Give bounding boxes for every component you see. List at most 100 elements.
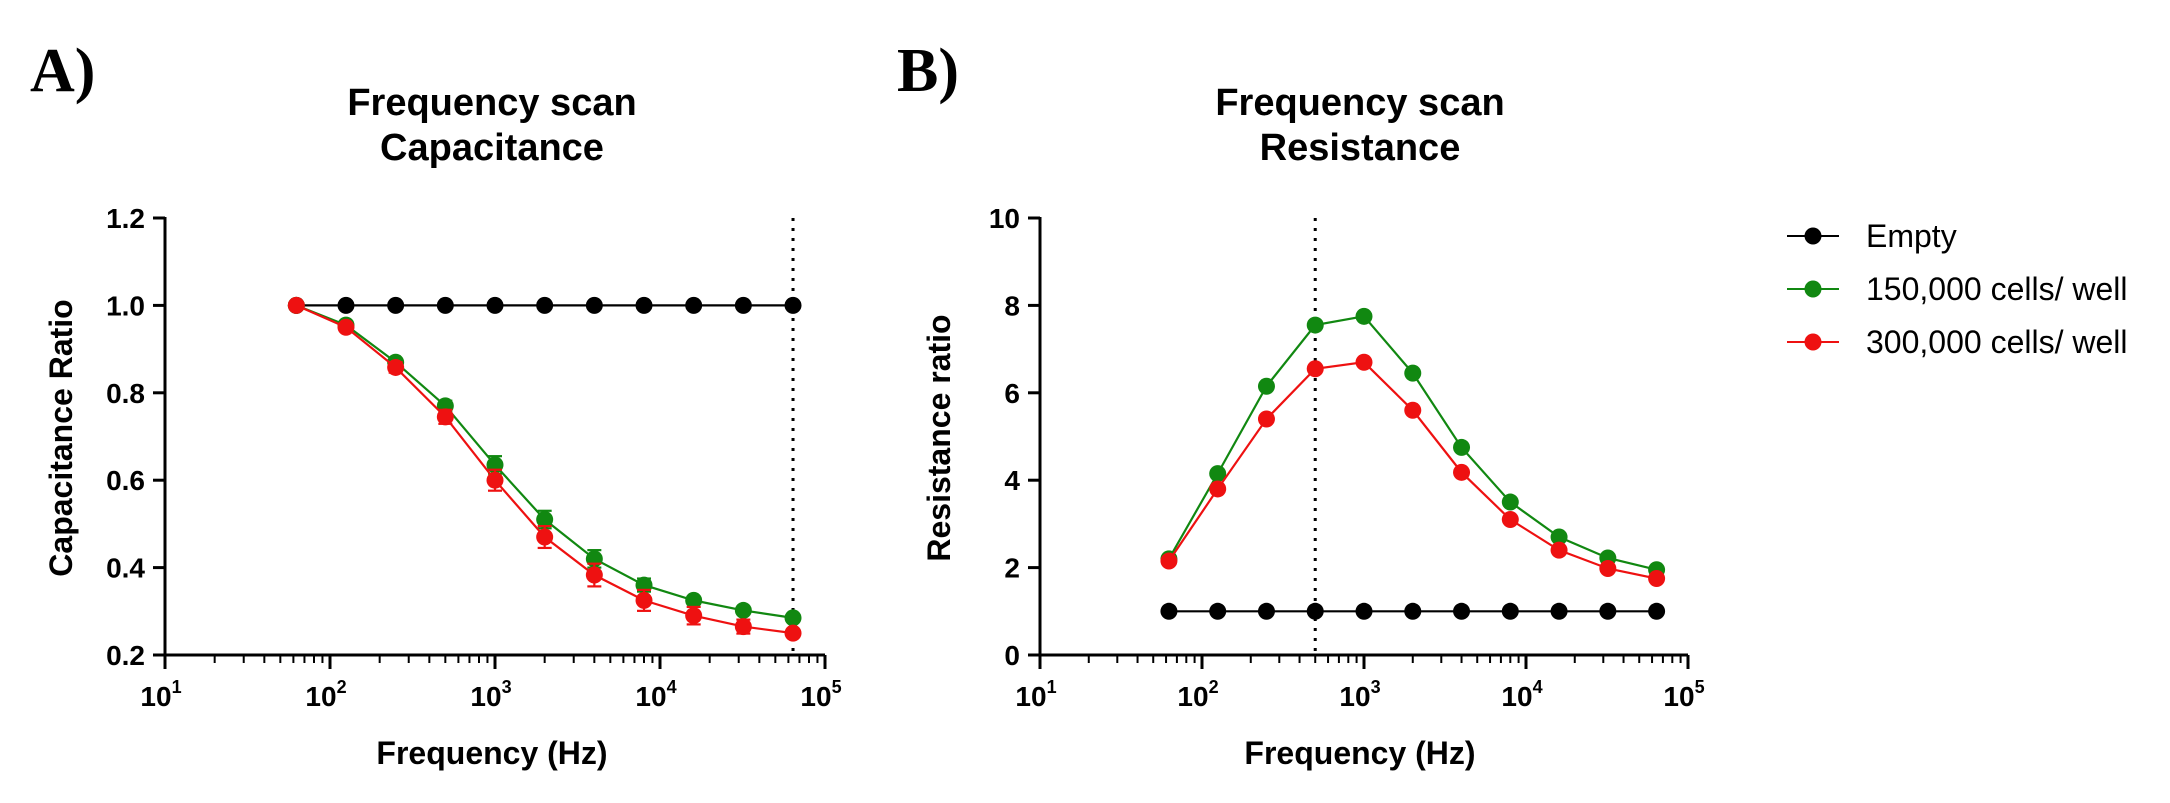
chart-a-series-300-000-cells-well-point	[734, 618, 752, 636]
legend-item-150000: 150,000 cells/ well	[1787, 271, 2127, 307]
legend-marker-empty	[1804, 227, 1822, 245]
chart-b-series-300-000-cells-well	[1160, 353, 1666, 588]
chart-a-x-tick-label: 105	[800, 677, 841, 712]
chart-b-series-300-000-cells-well-point	[1160, 552, 1178, 570]
chart-a-series-150-000-cells-well-point	[734, 601, 752, 619]
chart-b-series-150-000-cells-well-point	[1306, 316, 1324, 334]
chart-b-series-300-000-cells-well-point	[1209, 480, 1227, 498]
chart-b-series-empty	[1160, 602, 1666, 620]
chart-a-series-300-000-cells-well-point	[486, 471, 504, 489]
chart-a-x-tick-base: 10	[800, 681, 831, 712]
chart-b-y-tick-label: 2	[1004, 553, 1020, 584]
panel-b: B) Frequency scan Resistance Frequency (…	[897, 37, 1705, 771]
chart-a-series-empty-point	[585, 296, 603, 314]
chart-a-x-tick-exponent: 4	[667, 677, 677, 697]
chart-a-series-300-000-cells-well-point	[337, 318, 355, 336]
chart-a-title-line-1: Frequency scan	[347, 82, 636, 124]
chart-b-series-300-000-cells-well-point	[1355, 353, 1373, 371]
chart-b-x-tick-exponent: 1	[1047, 677, 1057, 697]
chart-b-series-empty-point	[1160, 602, 1178, 620]
chart-b-y-tick-label: 4	[1004, 465, 1020, 496]
chart-a-y-axis-title: Capacitance Ratio	[43, 299, 79, 576]
chart-a-x-tick-exponent: 5	[832, 677, 842, 697]
chart-a-x-tick-label: 101	[140, 677, 181, 712]
chart-b-x-tick-exponent: 2	[1209, 677, 1219, 697]
chart-a-x-axis-title: Frequency (Hz)	[376, 735, 607, 771]
chart-a-y-tick-label: 0.2	[106, 640, 145, 671]
chart-a-series-empty-point	[387, 296, 405, 314]
legend-label-150000: 150,000 cells/ well	[1866, 271, 2127, 307]
chart-b-series-150-000-cells-well-line	[1167, 315, 1657, 571]
chart-a-x-tick-base: 10	[635, 681, 666, 712]
chart-a-series-300-000-cells-well-point	[387, 358, 405, 376]
chart-a-series-300-000-cells-well-point	[585, 566, 603, 584]
legend-marker-150000	[1804, 280, 1822, 298]
chart-b-series-300-000-cells-well-point	[1648, 570, 1666, 588]
chart-b-x-tick-base: 10	[1339, 681, 1370, 712]
chart-b-series-150-000-cells-well-point	[1404, 364, 1422, 382]
chart-b-y-tick-label: 6	[1004, 378, 1020, 409]
chart-a-x-tick-label: 102	[305, 677, 346, 712]
chart-b-series-empty-point	[1648, 602, 1666, 620]
chart-b-x-tick-base: 10	[1177, 681, 1208, 712]
chart-b-x-tick-label: 105	[1663, 677, 1704, 712]
chart-b-series-empty-point	[1355, 602, 1373, 620]
chart-b-series-150-000-cells-well-point	[1550, 528, 1568, 546]
chart-b-series-150-000-cells-well-point	[1501, 493, 1519, 511]
chart-b-series-empty-point	[1550, 602, 1568, 620]
chart-b-series-300-000-cells-well-point	[1599, 559, 1617, 577]
chart-b-series-150-000-cells-well-point	[1355, 307, 1373, 325]
chart-b-title-line-1: Frequency scan	[1215, 82, 1504, 124]
chart-a-series-300-000-cells-well-point	[635, 591, 653, 609]
chart-a-x-tick-base: 10	[305, 681, 336, 712]
chart-b-y-axis-title: Resistance ratio	[921, 314, 957, 561]
chart-b-series-150-000-cells-well	[1160, 307, 1666, 579]
chart-a-series-300-000-cells-well-point	[436, 408, 454, 426]
chart-a-x-tick-base: 10	[470, 681, 501, 712]
chart-a-series-300-000-cells-well-point	[536, 528, 554, 546]
chart-a-series-300-000-cells-well	[287, 296, 802, 642]
chart-a-series-150-000-cells-well-point	[685, 591, 703, 609]
chart-b-series-empty-point	[1306, 602, 1324, 620]
chart-b-series-empty-point	[1209, 602, 1227, 620]
chart-a-series-empty	[287, 296, 802, 314]
chart-b-x-tick-base: 10	[1015, 681, 1046, 712]
chart-a-title-line-2: Capacitance	[380, 127, 604, 169]
legend-marker-300000	[1804, 333, 1822, 351]
chart-a-series-empty-point	[685, 296, 703, 314]
chart-a-series-300-000-cells-well-point	[287, 296, 305, 314]
chart-a-series-empty-point	[734, 296, 752, 314]
chart-b-series-300-000-cells-well-point	[1501, 511, 1519, 529]
chart-a-y-tick-label: 1.2	[106, 203, 145, 234]
chart-b-y-tick-label: 0	[1004, 640, 1020, 671]
chart-a-series-150-000-cells-well-point	[784, 609, 802, 627]
chart-a-series-300-000-cells-well-line	[295, 304, 794, 635]
chart-a-y-tick-label: 1.0	[106, 290, 145, 321]
chart-b-series-300-000-cells-well-point	[1257, 410, 1275, 428]
chart-a-series-300-000-cells-well-point	[685, 607, 703, 625]
chart-a-x-tick-label: 104	[635, 677, 676, 712]
chart-a-series-150-000-cells-well-line	[295, 304, 794, 619]
chart-b-series-300-000-cells-well-point	[1453, 463, 1471, 481]
chart-b-y-tick-label: 10	[989, 203, 1020, 234]
chart-b-x-tick-exponent: 3	[1371, 677, 1381, 697]
legend-label-300000: 300,000 cells/ well	[1866, 324, 2127, 360]
chart-b-series-empty-point	[1257, 602, 1275, 620]
chart-a-series-empty-point	[635, 296, 653, 314]
chart-a-series-empty-point	[486, 296, 504, 314]
chart-b-x-axis-title: Frequency (Hz)	[1244, 735, 1475, 771]
chart-a-series-empty-point	[337, 296, 355, 314]
chart-a-series-empty-point	[784, 296, 802, 314]
chart-b-x-tick-exponent: 5	[1695, 677, 1705, 697]
chart-b-series-150-000-cells-well-point	[1257, 377, 1275, 395]
chart-b-series-empty-point	[1501, 602, 1519, 620]
chart-b-title-line-2: Resistance	[1260, 127, 1461, 169]
legend: Empty 150,000 cells/ well 300,000 cells/…	[1787, 218, 2127, 360]
chart-b-series-empty-point	[1453, 602, 1471, 620]
chart-b-series-empty-point	[1404, 602, 1422, 620]
panel-b-letter: B)	[897, 37, 959, 105]
panel-a: A) Frequency scan Capacitance Frequency …	[30, 37, 842, 771]
chart-b-series-300-000-cells-well-line	[1168, 361, 1657, 580]
chart-a-x-tick-label: 103	[470, 677, 511, 712]
